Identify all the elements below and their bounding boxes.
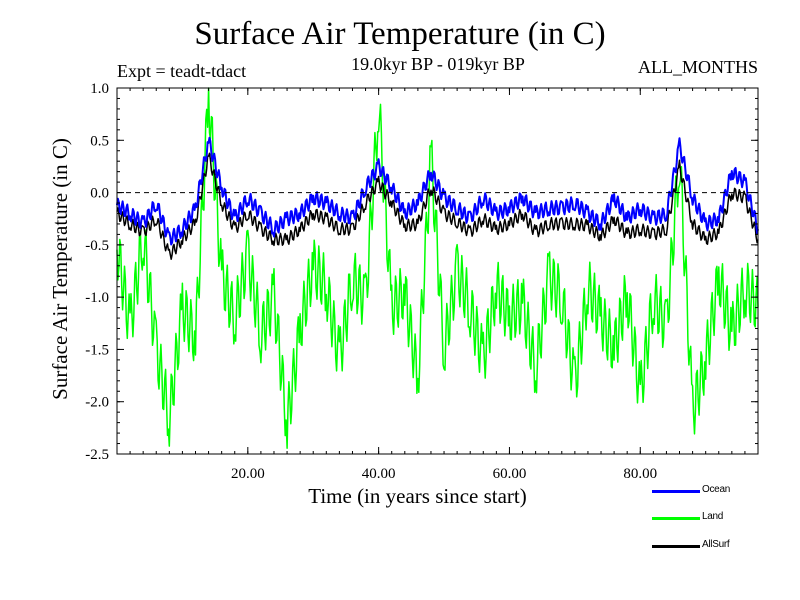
chart-title: Surface Air Temperature (in C) <box>194 16 606 52</box>
axis-ticks-group: 1.0 0.5 0.0 -0.5 -1.0 -1.5 -2.0 -2.5 20.00 40.00 6… <box>85 81 759 482</box>
legend-swatch-ocean <box>652 490 700 493</box>
x-axis-label: Time (in years since start) <box>308 484 527 508</box>
x-tick-label: 40.00 <box>362 466 396 482</box>
y-tick-label: -1.5 <box>85 342 109 358</box>
y-tick-label: -0.5 <box>85 238 109 254</box>
series-line-land <box>116 87 759 449</box>
y-tick-label: 0.5 <box>90 133 109 149</box>
y-tick-label: 1.0 <box>90 81 109 97</box>
legend-swatch-allsurf <box>652 545 700 548</box>
y-axis-label: Surface Air Temperature (in C) <box>48 138 72 400</box>
x-tick-label: 80.00 <box>623 466 657 482</box>
months-label: ALL_MONTHS <box>638 57 758 77</box>
legend-label-land: Land <box>702 511 724 522</box>
legend-label-ocean: Ocean <box>702 484 730 495</box>
legend-label-allsurf: AllSurf <box>702 539 730 550</box>
y-tick-label: 0.0 <box>90 186 109 202</box>
series-line-allsurf <box>116 152 759 260</box>
x-tick-label: 20.00 <box>231 466 265 482</box>
x-tick-label: 60.00 <box>493 466 527 482</box>
y-tick-label: -2.5 <box>85 447 109 463</box>
plot-series-group <box>116 87 759 449</box>
series-line-ocean <box>116 136 759 246</box>
experiment-label: Expt = teadt-tdact <box>117 61 247 81</box>
period-label: 19.0kyr BP - 019kyr BP <box>351 54 525 74</box>
y-tick-label: -2.0 <box>85 395 109 411</box>
plot-frame <box>116 87 759 455</box>
y-tick-label: -1.0 <box>85 290 109 306</box>
legend-swatch-land <box>652 517 700 520</box>
